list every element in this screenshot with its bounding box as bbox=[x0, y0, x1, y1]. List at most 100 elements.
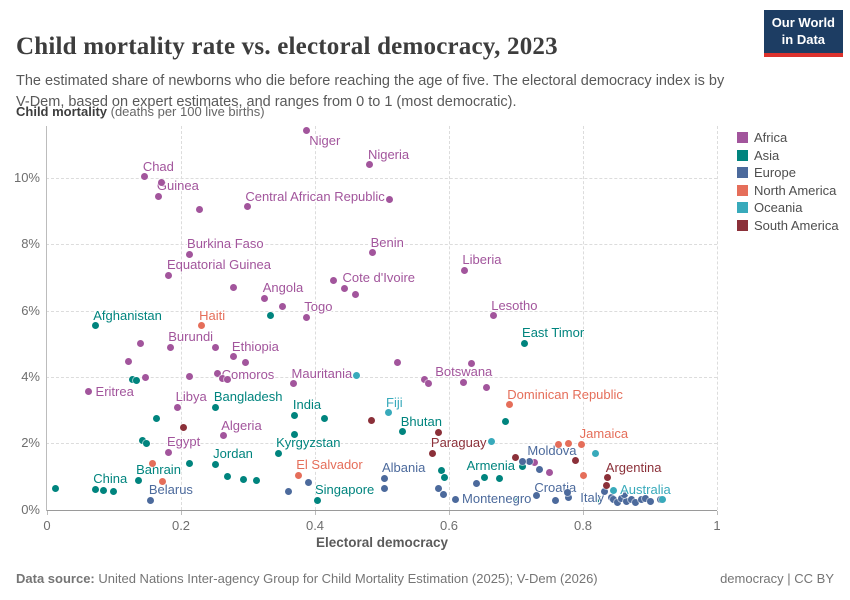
data-point-europe[interactable] bbox=[623, 497, 631, 505]
data-point-asia[interactable] bbox=[290, 431, 298, 439]
data-point-africa[interactable] bbox=[141, 373, 149, 381]
data-point-botswana[interactable] bbox=[460, 379, 468, 387]
data-point-europe[interactable] bbox=[535, 465, 543, 473]
data-point-mauritania[interactable] bbox=[290, 380, 298, 388]
data-point-haiti[interactable] bbox=[197, 322, 205, 330]
legend-item-north-america[interactable]: North America bbox=[737, 182, 839, 200]
data-point-burkina-faso[interactable] bbox=[185, 250, 193, 258]
data-point-asia[interactable] bbox=[143, 440, 151, 448]
data-point-asia[interactable] bbox=[495, 475, 503, 483]
data-point-africa[interactable] bbox=[219, 375, 227, 383]
data-point-europe[interactable] bbox=[647, 497, 655, 505]
data-point-europe[interactable] bbox=[472, 480, 480, 488]
data-point-asia[interactable] bbox=[438, 466, 446, 474]
data-point-afghanistan[interactable] bbox=[91, 322, 99, 330]
data-point-europe[interactable] bbox=[609, 496, 617, 504]
data-point-africa[interactable] bbox=[124, 357, 132, 365]
data-point-asia[interactable] bbox=[266, 311, 274, 319]
data-point-south-america[interactable] bbox=[602, 481, 610, 489]
data-point-oceania[interactable] bbox=[353, 372, 361, 380]
data-point-equatorial-guinea[interactable] bbox=[165, 271, 173, 279]
data-point-north-america[interactable] bbox=[554, 440, 562, 448]
data-point-asia[interactable] bbox=[239, 475, 247, 483]
data-point-eritrea[interactable] bbox=[85, 388, 93, 395]
data-point-asia[interactable] bbox=[139, 437, 147, 445]
data-point-asia[interactable] bbox=[501, 418, 509, 426]
legend-item-oceania[interactable]: Oceania bbox=[737, 199, 839, 217]
data-point-burundi[interactable] bbox=[166, 343, 174, 351]
data-point-el-salvador[interactable] bbox=[294, 471, 302, 479]
data-point-asia[interactable] bbox=[595, 496, 603, 504]
data-point-europe[interactable] bbox=[627, 495, 635, 503]
footer-license-link[interactable]: democracy | CC BY bbox=[720, 571, 834, 586]
data-point-asia[interactable] bbox=[481, 474, 488, 482]
data-point-albania[interactable] bbox=[380, 474, 388, 482]
data-point-algeria[interactable] bbox=[219, 432, 227, 440]
data-point-india[interactable] bbox=[291, 411, 299, 419]
data-point-lesotho[interactable] bbox=[489, 312, 497, 320]
data-point-bhutan[interactable] bbox=[399, 428, 407, 436]
data-point-bahrain[interactable] bbox=[134, 476, 142, 484]
data-point-australia[interactable] bbox=[609, 486, 617, 494]
data-point-asia[interactable] bbox=[133, 377, 141, 385]
data-point-croatia[interactable] bbox=[564, 494, 572, 502]
data-point-south-america[interactable] bbox=[180, 423, 188, 431]
data-point-angola[interactable] bbox=[261, 294, 269, 302]
data-point-asia[interactable] bbox=[109, 488, 117, 496]
data-point-moldova[interactable] bbox=[525, 457, 533, 465]
data-point-south-america[interactable] bbox=[368, 416, 376, 424]
data-point-europe[interactable] bbox=[380, 485, 388, 493]
data-point-chad[interactable] bbox=[141, 173, 149, 181]
data-point-europe[interactable] bbox=[632, 498, 640, 506]
data-point-south-america[interactable] bbox=[434, 429, 442, 437]
data-point-asia[interactable] bbox=[152, 414, 160, 422]
data-point-benin[interactable] bbox=[369, 249, 377, 257]
legend-item-asia[interactable]: Asia bbox=[737, 147, 839, 165]
data-point-europe[interactable] bbox=[552, 497, 560, 505]
data-point-central-african-republic[interactable] bbox=[243, 203, 251, 211]
data-point-south-america[interactable] bbox=[572, 456, 580, 464]
data-point-europe[interactable] bbox=[642, 495, 650, 503]
legend-item-europe[interactable]: Europe bbox=[737, 164, 839, 182]
data-point-nigeria[interactable] bbox=[366, 161, 374, 169]
data-point-belarus[interactable] bbox=[147, 496, 155, 504]
data-point-asia[interactable] bbox=[440, 474, 448, 482]
data-point-africa[interactable] bbox=[393, 358, 401, 366]
data-point-jamaica[interactable] bbox=[578, 440, 586, 448]
data-point-asia[interactable] bbox=[52, 484, 60, 492]
data-point-egypt[interactable] bbox=[165, 448, 173, 456]
data-point-europe[interactable] bbox=[637, 496, 645, 504]
data-point-montenegro[interactable] bbox=[451, 495, 459, 503]
data-point-togo[interactable] bbox=[302, 313, 310, 321]
data-point-oceania[interactable] bbox=[592, 449, 600, 457]
data-point-africa[interactable] bbox=[352, 290, 360, 298]
legend-item-south-america[interactable]: South America bbox=[737, 217, 839, 235]
data-point-africa[interactable] bbox=[329, 277, 337, 285]
data-point-africa[interactable] bbox=[196, 206, 204, 214]
data-point-africa[interactable] bbox=[546, 468, 553, 476]
data-point-fiji[interactable] bbox=[384, 409, 392, 417]
data-point-africa[interactable] bbox=[530, 459, 538, 467]
data-point-kyrgyzstan[interactable] bbox=[274, 449, 282, 457]
data-point-east-timor[interactable] bbox=[520, 339, 528, 347]
data-point-europe[interactable] bbox=[304, 479, 312, 487]
data-point-dominican-republic[interactable] bbox=[505, 401, 513, 409]
data-point-north-america[interactable] bbox=[159, 478, 167, 486]
data-point-libya[interactable] bbox=[174, 403, 182, 411]
data-point-africa[interactable] bbox=[214, 369, 222, 377]
data-point-europe[interactable] bbox=[285, 488, 293, 496]
data-point-south-america[interactable] bbox=[511, 453, 519, 461]
data-point-north-america[interactable] bbox=[564, 440, 572, 448]
data-point-europe[interactable] bbox=[533, 491, 541, 499]
data-point-africa[interactable] bbox=[229, 283, 237, 291]
data-point-europe[interactable] bbox=[618, 495, 626, 503]
data-point-singapore[interactable] bbox=[313, 496, 321, 504]
data-point-africa[interactable] bbox=[278, 303, 286, 311]
data-point-asia[interactable] bbox=[223, 472, 231, 480]
data-point-asia[interactable] bbox=[512, 497, 520, 505]
data-point-asia[interactable] bbox=[320, 415, 328, 423]
data-point-africa[interactable] bbox=[212, 344, 220, 352]
data-point-africa[interactable] bbox=[223, 376, 231, 384]
data-point-asia[interactable] bbox=[252, 477, 260, 485]
data-point-africa[interactable] bbox=[420, 376, 428, 384]
